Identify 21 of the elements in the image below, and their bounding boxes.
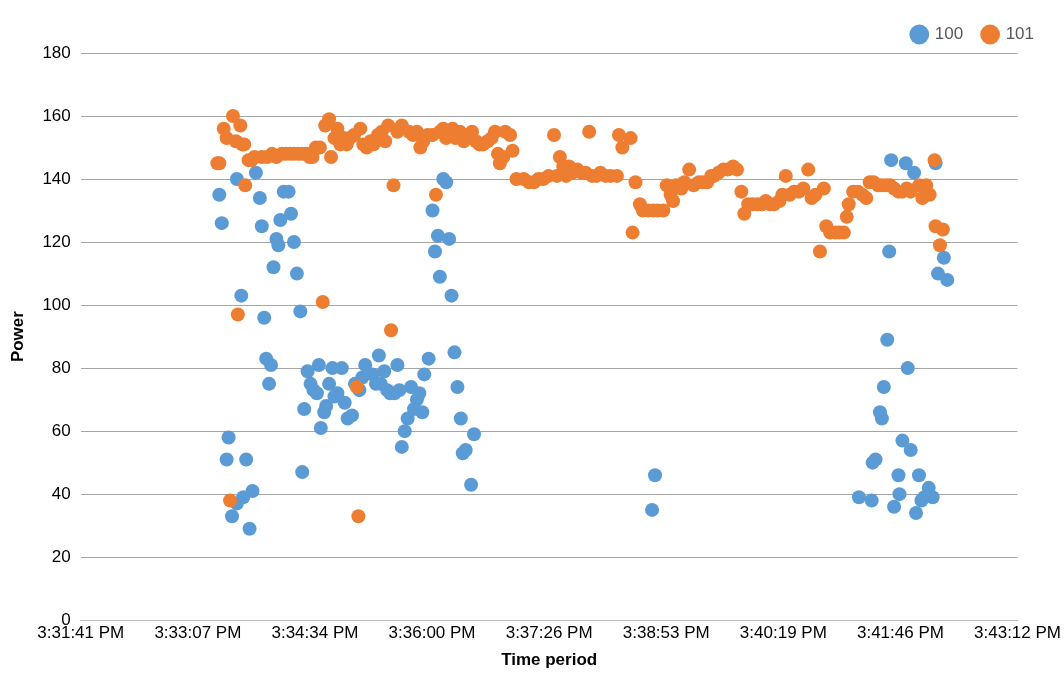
x-tick-label: 3:34:34 PM xyxy=(271,623,359,643)
legend-label: 100 xyxy=(934,24,964,44)
x-tick-label: 3:40:19 PM xyxy=(739,623,827,643)
x-axis-title: Time period xyxy=(501,650,598,670)
x-tick-label: 3:41:46 PM xyxy=(856,623,944,643)
y-tick-label: 80 xyxy=(51,357,71,377)
y-tick-label: 20 xyxy=(51,546,71,566)
y-tick-label: 140 xyxy=(42,168,71,188)
y-tick-label: 100 xyxy=(42,294,71,314)
legend-label: 101 xyxy=(1005,24,1035,44)
x-tick-label: 3:33:07 PM xyxy=(154,623,242,643)
x-tick-label: 3:37:26 PM xyxy=(505,623,593,643)
y-tick-label: 120 xyxy=(42,231,71,251)
x-tick-label: 3:38:53 PM xyxy=(622,623,710,643)
y-axis-title: Power xyxy=(7,310,27,363)
x-tick-label: 3:36:00 PM xyxy=(388,623,476,643)
y-tick-label: 40 xyxy=(51,483,71,503)
y-tick-label: 160 xyxy=(42,105,71,125)
y-tick-label: 60 xyxy=(51,420,71,440)
y-tick-label: 180 xyxy=(42,42,71,62)
x-tick-label: 3:43:12 PM xyxy=(974,623,1062,643)
